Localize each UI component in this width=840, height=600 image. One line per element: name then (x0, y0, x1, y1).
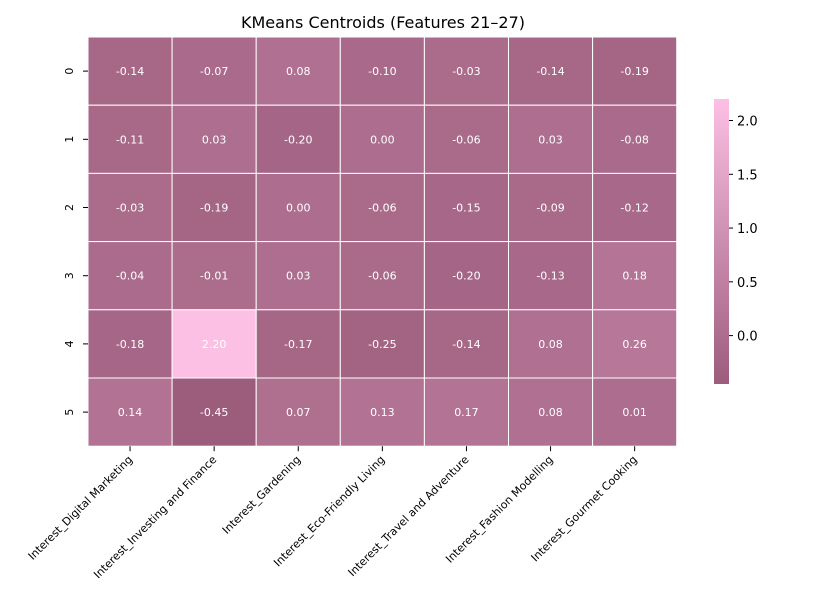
heatmap-cell (508, 241, 594, 311)
heatmap-cell (87, 36, 173, 106)
heatmap-cell (423, 104, 509, 174)
colorbar-tick-label: 0.5 (737, 276, 758, 291)
cell-value-label: -0.04 (116, 270, 144, 283)
cell-value-label: -0.06 (452, 133, 480, 146)
y-tick-label: 1 (63, 136, 76, 143)
cell-value-label: -0.18 (116, 338, 144, 351)
cell-value-label: -0.06 (368, 202, 396, 215)
colorbar-tick-label: 0.0 (737, 330, 758, 345)
heatmap-cell (339, 241, 425, 311)
heatmap-cell (592, 377, 678, 447)
colorbar-tick-label: 2.0 (737, 115, 758, 130)
cell-value-label: -0.20 (284, 133, 312, 146)
cell-value-label: -0.09 (536, 202, 564, 215)
cell-value-label: 0.14 (118, 406, 143, 419)
heatmap-cell (592, 309, 678, 379)
colorbar-tick-label: 1.0 (737, 222, 758, 237)
cell-value-label: -0.45 (200, 406, 228, 419)
y-tick-label: 2 (63, 204, 76, 211)
heatmap-cell (339, 172, 425, 243)
cell-value-label: 0.08 (286, 65, 311, 78)
heatmap-cell (87, 309, 173, 379)
cell-value-label: 0.13 (370, 406, 395, 419)
cell-value-label: -0.10 (368, 65, 396, 78)
cell-value-label: 0.03 (538, 133, 563, 146)
y-tick-label: 3 (63, 272, 76, 279)
cell-value-label: -0.08 (620, 133, 648, 146)
cell-value-label: 0.07 (286, 406, 311, 419)
heatmap-cell (171, 377, 257, 447)
y-tick-label: 5 (63, 409, 76, 416)
cell-value-label: 0.00 (286, 202, 311, 215)
cell-value-label: 2.20 (202, 338, 227, 351)
cell-value-label: 0.03 (286, 270, 311, 283)
heatmap-cell (508, 104, 594, 174)
cell-value-label: -0.11 (116, 133, 144, 146)
cell-value-label: -0.12 (620, 202, 648, 215)
cell-value-label: -0.14 (452, 338, 480, 351)
cell-value-label: 0.03 (202, 133, 227, 146)
heatmap-cell (592, 104, 678, 174)
heatmap-cell (508, 172, 594, 243)
cell-value-label: 0.00 (370, 133, 395, 146)
heatmap-cell (423, 377, 509, 447)
cell-value-label: 0.26 (622, 338, 647, 351)
cell-value-label: -0.06 (368, 270, 396, 283)
colorbar-tick-label: 1.5 (737, 168, 758, 183)
heatmap-cell (508, 36, 594, 106)
cell-value-label: -0.20 (452, 270, 480, 283)
heatmap-cell (423, 36, 509, 106)
heatmap-cell (87, 377, 173, 447)
x-axis: Interest_Digital MarketingInterest_Inves… (26, 446, 640, 581)
heatmap-cell (171, 172, 257, 243)
heatmap-cell (171, 241, 257, 311)
y-tick-label: 0 (63, 68, 76, 75)
cell-value-label: -0.03 (452, 65, 480, 78)
heatmap-cell (87, 241, 173, 311)
heatmap-cell (255, 377, 341, 447)
heatmap-cell (339, 377, 425, 447)
cell-value-label: -0.13 (536, 270, 564, 283)
heatmap-cell (171, 36, 257, 106)
heatmap-cells: -0.14 -0.07 0.08 -0.10 -0.03 -0.14 -0.19 -0.11 0… (87, 36, 678, 447)
cell-value-label: -0.03 (116, 202, 144, 215)
heatmap-cell (255, 309, 341, 379)
cell-value-label: -0.14 (536, 65, 564, 78)
cell-value-label: 0.17 (454, 406, 479, 419)
cell-value-label: -0.19 (200, 202, 228, 215)
cell-value-label: 0.08 (538, 338, 563, 351)
cell-value-label: -0.15 (452, 202, 480, 215)
heatmap-cell (255, 36, 341, 106)
cell-value-label: 0.08 (538, 406, 563, 419)
heatmap-cell (423, 172, 509, 243)
colorbar: 0.0 0.5 1.0 1.5 2.0 (714, 99, 758, 384)
heatmap-cell (592, 172, 678, 243)
cell-value-label: -0.14 (116, 65, 144, 78)
y-tick-label: 4 (63, 340, 76, 347)
heatmap-cell (255, 104, 341, 174)
colorbar-gradient (714, 99, 729, 384)
chart-title: KMeans Centroids (Features 21–27) (241, 13, 525, 32)
cell-value-label: -0.19 (620, 65, 648, 78)
cell-value-label: -0.07 (200, 65, 228, 78)
y-axis: 0 1 2 3 4 5 (63, 68, 88, 416)
heatmap-cell (339, 36, 425, 106)
cell-value-label: 0.01 (622, 406, 647, 419)
heatmap-cell (255, 172, 341, 243)
cell-value-label: -0.25 (368, 338, 396, 351)
cell-value-label: -0.01 (200, 270, 228, 283)
cell-value-label: -0.17 (284, 338, 312, 351)
x-tick-label: Interest_Gardening (220, 453, 304, 537)
cell-value-label: 0.18 (622, 270, 647, 283)
heatmap-cell (592, 241, 678, 311)
